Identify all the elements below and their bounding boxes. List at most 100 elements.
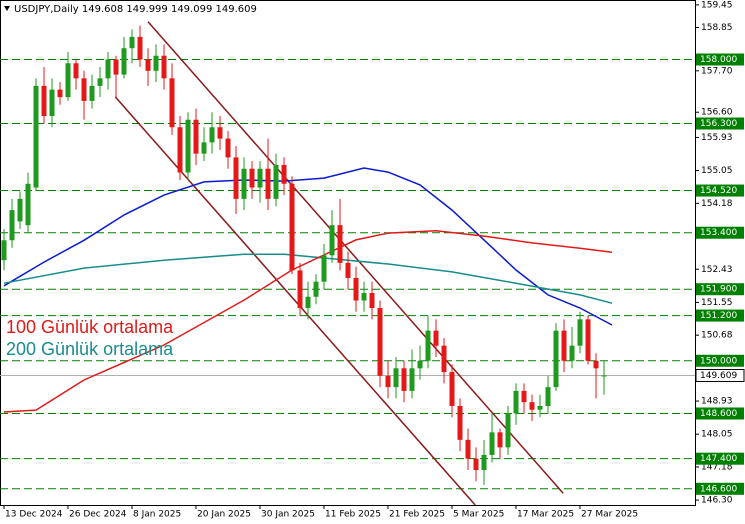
- candle-body: [585, 319, 591, 361]
- level-label: 151.900: [700, 285, 737, 295]
- candle-body: [105, 59, 111, 79]
- candle-body: [409, 368, 415, 391]
- x-tick-label: 21 Feb 2025: [389, 510, 445, 520]
- level-label: 154.520: [700, 186, 737, 196]
- y-tick-label: 155.05: [701, 166, 733, 176]
- candle-body: [593, 360, 599, 369]
- x-tick-label: 26 Dec 2024: [69, 510, 127, 520]
- candle-body: [161, 55, 167, 79]
- candle-body: [273, 164, 279, 199]
- candle-body: [57, 89, 63, 98]
- candle-body: [113, 59, 119, 75]
- x-tick-label: 17 Mar 2025: [517, 510, 574, 520]
- candle-body: [521, 390, 527, 403]
- candle-body: [561, 330, 567, 361]
- candle-body: [153, 55, 159, 71]
- candle-body: [25, 183, 31, 226]
- level-label-box: [696, 283, 744, 296]
- channel-line: [147, 21, 564, 494]
- y-tick-label: 157.70: [701, 66, 733, 76]
- candle-body: [513, 390, 519, 414]
- x-tick-label: 5 Mar 2025: [453, 510, 504, 520]
- y-tick-label: 152.43: [701, 265, 733, 275]
- candle-body: [425, 330, 431, 361]
- x-tick-label: 11 Feb 2025: [325, 510, 381, 520]
- candle-body: [489, 432, 495, 455]
- candle-body: [233, 157, 239, 199]
- candle-body: [353, 277, 359, 301]
- candle-body: [209, 127, 215, 143]
- candle-body: [321, 255, 327, 282]
- candle-body: [369, 292, 375, 309]
- y-tick-label: 156.60: [701, 108, 733, 118]
- level-label-box: [696, 53, 744, 66]
- moving-average: [3, 167, 613, 326]
- x-tick-label: 8 Jan 2025: [133, 510, 181, 520]
- y-tick-label: 159.45: [701, 0, 733, 10]
- candle-body: [185, 119, 191, 173]
- candle-body: [257, 168, 263, 188]
- candle-body: [97, 78, 103, 86]
- candle-body: [201, 142, 207, 154]
- y-tick-label: 147.18: [701, 462, 733, 472]
- candle-body: [89, 85, 95, 101]
- level-label-box: [696, 226, 744, 239]
- candle-body: [385, 375, 391, 388]
- candle-body: [1, 240, 7, 261]
- candle-body: [129, 36, 135, 49]
- candle-body: [177, 127, 183, 173]
- candle-body: [505, 413, 511, 448]
- candle-body: [41, 85, 47, 116]
- x-tick-label: 20 Jan 2025: [197, 510, 251, 520]
- level-label: 147.400: [700, 454, 737, 464]
- candle-body: [73, 63, 79, 79]
- channel-line: [114, 96, 476, 506]
- y-tick-label: 148.93: [701, 397, 733, 407]
- candle-body: [265, 168, 271, 199]
- candle-body: [473, 458, 479, 470]
- candle-body: [241, 168, 247, 199]
- candle-body: [553, 330, 559, 388]
- y-tick-label: 148.05: [701, 430, 733, 440]
- candle-body: [457, 405, 463, 440]
- x-tick-label: 13 Dec 2024: [5, 510, 63, 520]
- candle-body: [569, 345, 575, 361]
- level-label: 150.000: [700, 356, 737, 366]
- candle-body: [601, 375, 607, 377]
- candle-body: [393, 368, 399, 388]
- candle-body: [417, 360, 423, 369]
- candle-body: [329, 225, 335, 256]
- candle-body: [17, 198, 23, 222]
- last-price-box: [695, 368, 745, 382]
- level-label: 158.000: [700, 55, 737, 65]
- candle-body: [289, 183, 295, 271]
- y-tick-label: 158.85: [701, 23, 733, 33]
- candle-body: [33, 85, 39, 188]
- level-label-box: [696, 117, 744, 130]
- candle-body: [81, 78, 87, 101]
- y-tick-label: 155.93: [701, 133, 733, 143]
- level-label-box: [696, 407, 744, 420]
- candle-body: [121, 48, 127, 75]
- legend-label: 200 Günlük ortalama: [6, 339, 174, 359]
- level-label-box: [696, 309, 744, 322]
- x-tick-label: 30 Jan 2025: [261, 510, 315, 520]
- level-label: 148.600: [700, 409, 737, 419]
- candle-body: [545, 387, 551, 406]
- level-label: 151.200: [700, 311, 737, 321]
- candle-body: [217, 127, 223, 139]
- candle-body: [297, 270, 303, 309]
- candle-body: [9, 210, 15, 241]
- candle-body: [537, 405, 543, 410]
- candle-body: [377, 308, 383, 376]
- candle-body: [441, 345, 447, 373]
- candle-body: [313, 281, 319, 297]
- chart-title: USDJPY,Daily 149.608 149.999 149.099 149…: [14, 4, 257, 15]
- candle-body: [145, 59, 151, 71]
- level-label: 146.600: [700, 484, 737, 494]
- candle-body: [281, 164, 287, 184]
- candle-body: [465, 439, 471, 459]
- candle-body: [249, 168, 255, 188]
- candle-body: [497, 432, 503, 448]
